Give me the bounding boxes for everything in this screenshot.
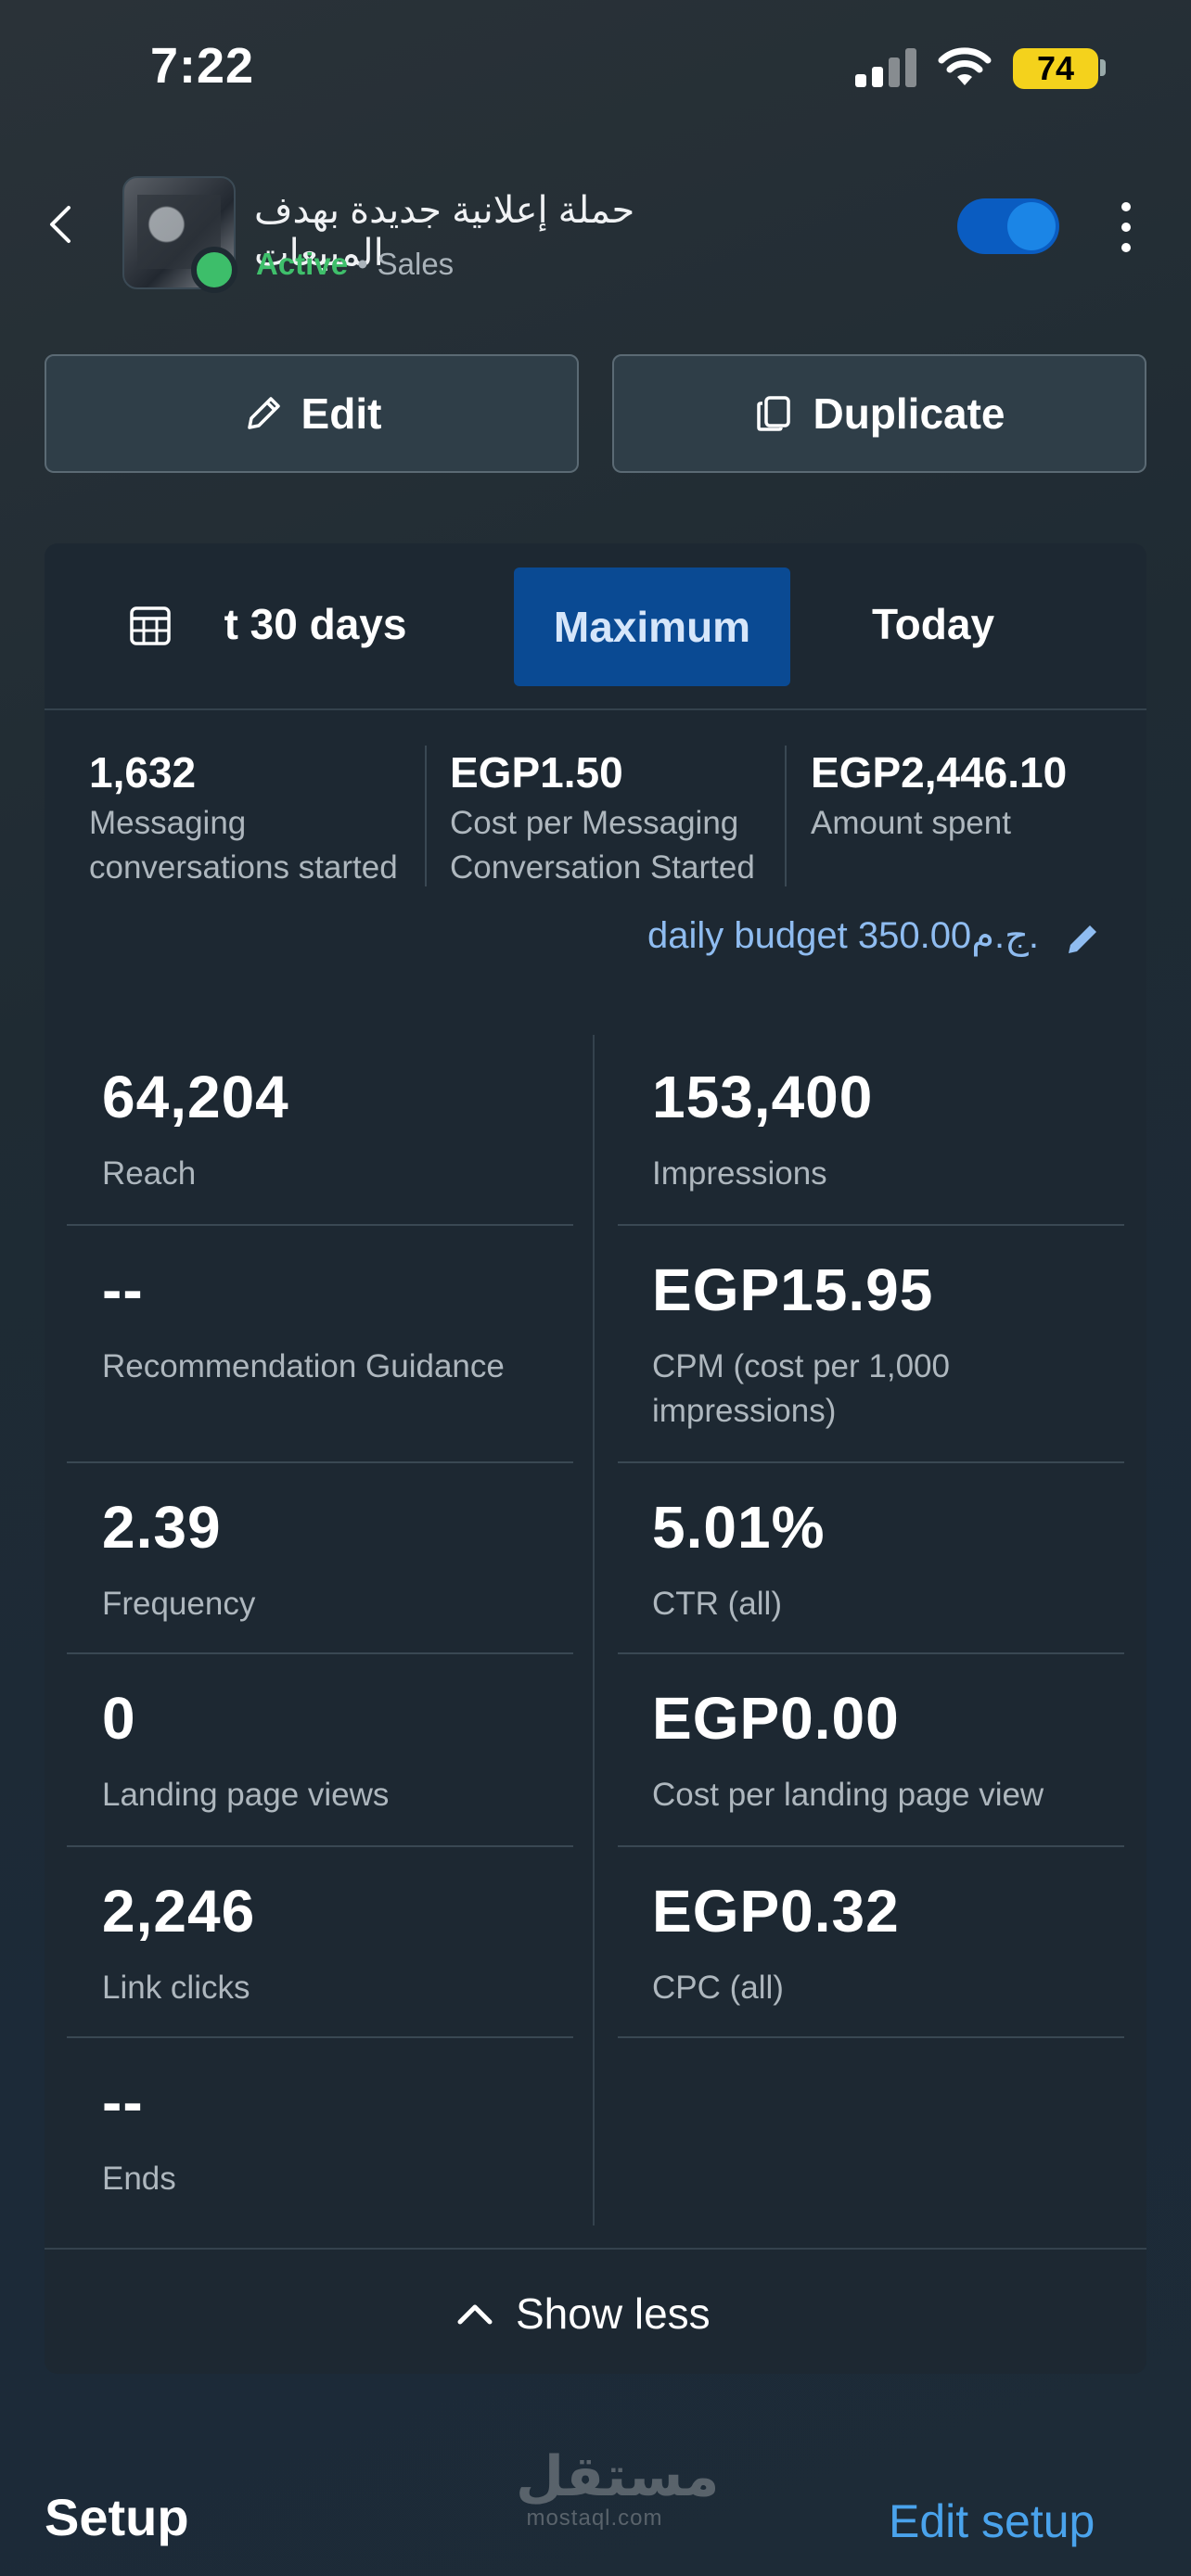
- metric-value: EGP0.00: [652, 1685, 900, 1752]
- duplicate-button-label: Duplicate: [813, 389, 1005, 438]
- metric-label: Frequency: [102, 1586, 256, 1622]
- metric-label: CTR (all): [652, 1586, 782, 1622]
- campaign-toggle[interactable]: [957, 198, 1059, 254]
- watermark-latin: mostaql.com: [526, 2506, 663, 2531]
- separator: •: [357, 247, 368, 281]
- pencil-icon: [247, 397, 280, 429]
- metric-cpm: EGP15.95 CPM (cost per 1,000 impressions…: [652, 1256, 1116, 1434]
- row-divider: [67, 1845, 573, 1847]
- daily-budget-link[interactable]: daily budget 350.00ج.م.: [647, 915, 1040, 956]
- edit-budget-pencil-icon[interactable]: [1065, 920, 1102, 957]
- insights-card: [45, 543, 1146, 2374]
- edit-button-label: Edit: [301, 389, 382, 438]
- metric-label: Recommendation Guidance: [102, 1348, 505, 1384]
- wifi-icon: [938, 47, 992, 85]
- metric-value: EGP15.95: [652, 1256, 934, 1323]
- campaign-avatar: [122, 176, 236, 289]
- metric-value: --: [102, 2069, 144, 2136]
- campaign-subtitle: Active • Sales: [256, 247, 454, 282]
- summary-divider: [425, 746, 427, 886]
- tab-maximum[interactable]: Maximum: [514, 567, 790, 686]
- active-status-dot: [191, 247, 237, 293]
- metric-value: 0: [102, 1685, 136, 1752]
- metric-label: Ends: [102, 2161, 176, 2197]
- metric-recommendation-guidance: -- Recommendation Guidance: [102, 1256, 607, 1389]
- metric-value: 2,246: [102, 1878, 256, 1945]
- show-less-divider: [45, 2248, 1146, 2250]
- metric-ctr: 5.01% CTR (all): [652, 1493, 1157, 1626]
- summary-value: 1,632: [89, 748, 197, 797]
- more-options-icon[interactable]: [1119, 202, 1133, 252]
- summary-value: EGP1.50: [450, 748, 623, 797]
- metric-value: 2.39: [102, 1494, 222, 1561]
- metric-cost-per-landing-page-view: EGP0.00 Cost per landing page view: [652, 1684, 1157, 1817]
- summary-value: EGP2,446.10: [811, 748, 1068, 797]
- summary-divider: [785, 746, 787, 886]
- metric-label: CPM (cost per 1,000 impressions): [652, 1348, 950, 1429]
- row-divider: [618, 2036, 1124, 2038]
- summary-label: Amount spent: [811, 805, 1011, 841]
- tab-today[interactable]: Today: [872, 600, 995, 648]
- objective-label: Sales: [377, 247, 455, 281]
- metric-label: Cost per landing page view: [652, 1777, 1044, 1813]
- watermark-logo: مستقل mostaql.com: [516, 2445, 720, 2531]
- row-divider: [618, 1224, 1124, 1226]
- row-divider: [67, 1224, 573, 1226]
- metric-impressions: 153,400 Impressions: [652, 1063, 1157, 1196]
- metric-frequency: 2.39 Frequency: [102, 1493, 607, 1626]
- date-range-tabs: [45, 543, 1146, 710]
- edit-setup-link[interactable]: Edit setup: [889, 2495, 1095, 2547]
- summary-cost-per-conversation: EGP1.50 Cost per Messaging Conversation …: [450, 747, 793, 890]
- metric-label: Link clicks: [102, 1970, 250, 2006]
- show-less-label: Show less: [516, 2289, 711, 2338]
- cellular-signal-icon: [855, 48, 920, 87]
- row-divider: [67, 1461, 573, 1463]
- metric-value: 5.01%: [652, 1494, 826, 1561]
- metric-label: CPC (all): [652, 1970, 784, 2006]
- metric-value: EGP0.32: [652, 1878, 900, 1945]
- metric-cpc: EGP0.32 CPC (all): [652, 1877, 1157, 2010]
- summary-label: Messaging conversations started: [89, 805, 398, 886]
- metric-label: Reach: [102, 1155, 197, 1192]
- show-less-button[interactable]: Show less: [456, 2289, 711, 2339]
- tab-last-30-days[interactable]: st 30 days: [223, 599, 436, 649]
- row-divider: [618, 1845, 1124, 1847]
- tab-last-30-days-label: st 30 days: [223, 600, 407, 648]
- setup-heading: Setup: [45, 2488, 189, 2546]
- metric-reach: 64,204 Reach: [102, 1063, 607, 1196]
- status-label: Active: [256, 247, 349, 281]
- campaign-title: حملة إعلانية جديدة بهدف المبيعات: [254, 190, 635, 274]
- battery-indicator: 74: [1013, 48, 1098, 89]
- metric-value: 153,400: [652, 1064, 874, 1130]
- row-divider: [67, 2036, 573, 2038]
- duplicate-button[interactable]: Duplicate: [612, 354, 1146, 473]
- metric-link-clicks: 2,246 Link clicks: [102, 1877, 607, 2010]
- summary-amount-spent: EGP2,446.10 Amount spent: [811, 747, 1126, 846]
- duplicate-icon: [757, 396, 791, 431]
- summary-messaging-conversations: 1,632 Messaging conversations started: [89, 747, 423, 890]
- metric-landing-page-views: 0 Landing page views: [102, 1684, 607, 1817]
- metric-value: 64,204: [102, 1064, 289, 1130]
- row-divider: [618, 1652, 1124, 1654]
- row-divider: [618, 1461, 1124, 1463]
- calendar-icon[interactable]: [128, 603, 173, 647]
- metrics-divider: [593, 1035, 595, 2225]
- watermark-arabic: مستقل: [516, 2445, 720, 2507]
- back-chevron-icon[interactable]: [45, 204, 78, 245]
- metric-label: Impressions: [652, 1155, 827, 1192]
- row-divider: [67, 1652, 573, 1654]
- metric-value: --: [102, 1256, 144, 1323]
- battery-tip: [1100, 59, 1106, 76]
- metric-ends: -- Ends: [102, 2068, 607, 2201]
- chevron-up-icon: [457, 2304, 493, 2325]
- summary-label: Cost per Messaging Conversation Started: [450, 805, 755, 886]
- edit-button[interactable]: Edit: [45, 354, 579, 473]
- metric-label: Landing page views: [102, 1777, 390, 1813]
- status-time: 7:22: [150, 38, 255, 94]
